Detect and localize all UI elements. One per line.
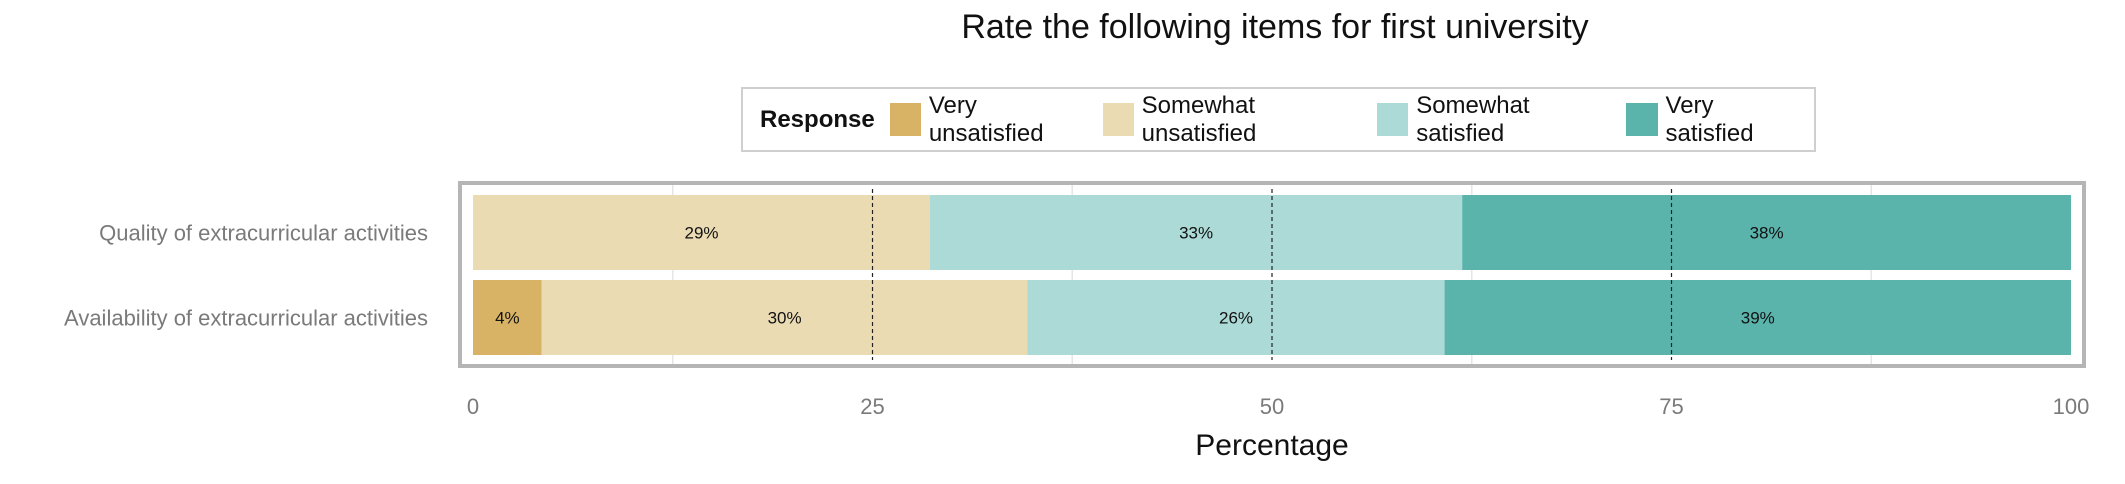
x-axis-title: Percentage <box>1195 429 1348 462</box>
data-label: 30% <box>768 309 802 328</box>
legend-swatch-very-satisfied <box>1626 103 1658 136</box>
legend-label-somewhat-satisfied: Somewhat satisfied <box>1416 91 1530 147</box>
legend-swatch-somewhat-unsatisfied <box>1102 103 1134 136</box>
bar-segment <box>473 195 931 270</box>
bar-segment <box>930 195 1463 270</box>
legend-swatch-somewhat-satisfied <box>1377 103 1409 136</box>
data-label: 29% <box>684 224 718 243</box>
data-label: 26% <box>1219 309 1253 328</box>
bar-segment <box>1444 280 2071 355</box>
data-label: 33% <box>1179 224 1213 243</box>
data-label: 39% <box>1741 309 1775 328</box>
legend-item-very-satisfied: Very satisfied <box>1626 92 1800 148</box>
legend-label-somewhat-unsatisfied: Somewhat unsatisfied <box>1141 91 1257 147</box>
chart-title: Rate the following items for first unive… <box>961 8 1589 46</box>
legend-swatch-very-unsatisfied <box>889 103 921 136</box>
bar-segment <box>541 280 1028 355</box>
legend-label-very-satisfied: Very satisfied <box>1665 91 1754 147</box>
bar-segment <box>473 280 542 355</box>
x-tick-label: 75 <box>1659 394 1683 419</box>
bar-segment <box>1462 195 2071 270</box>
legend-item-somewhat-satisfied: Somewhat satisfied <box>1377 92 1612 148</box>
category-label: Quality of extracurricular activities <box>99 221 428 246</box>
category-label: Availability of extracurricular activiti… <box>64 306 428 331</box>
data-label: 38% <box>1750 224 1784 243</box>
legend-item-very-unsatisfied: Very unsatisfied <box>889 91 1089 148</box>
bar-segment <box>1027 280 1445 355</box>
legend-item-somewhat-unsatisfied: Somewhat unsatisfied <box>1102 91 1364 148</box>
panel-border <box>458 181 2086 368</box>
x-tick-label: 50 <box>1260 394 1284 419</box>
x-tick-label: 100 <box>2053 394 2090 419</box>
data-label: 4% <box>495 309 520 328</box>
x-tick-label: 0 <box>467 394 479 419</box>
legend: Response Very unsatisfied Somewhat unsat… <box>741 87 1816 152</box>
x-tick-label: 25 <box>860 394 884 419</box>
legend-label-very-unsatisfied: Very unsatisfied <box>928 91 1044 147</box>
legend-title: Response <box>760 105 875 133</box>
